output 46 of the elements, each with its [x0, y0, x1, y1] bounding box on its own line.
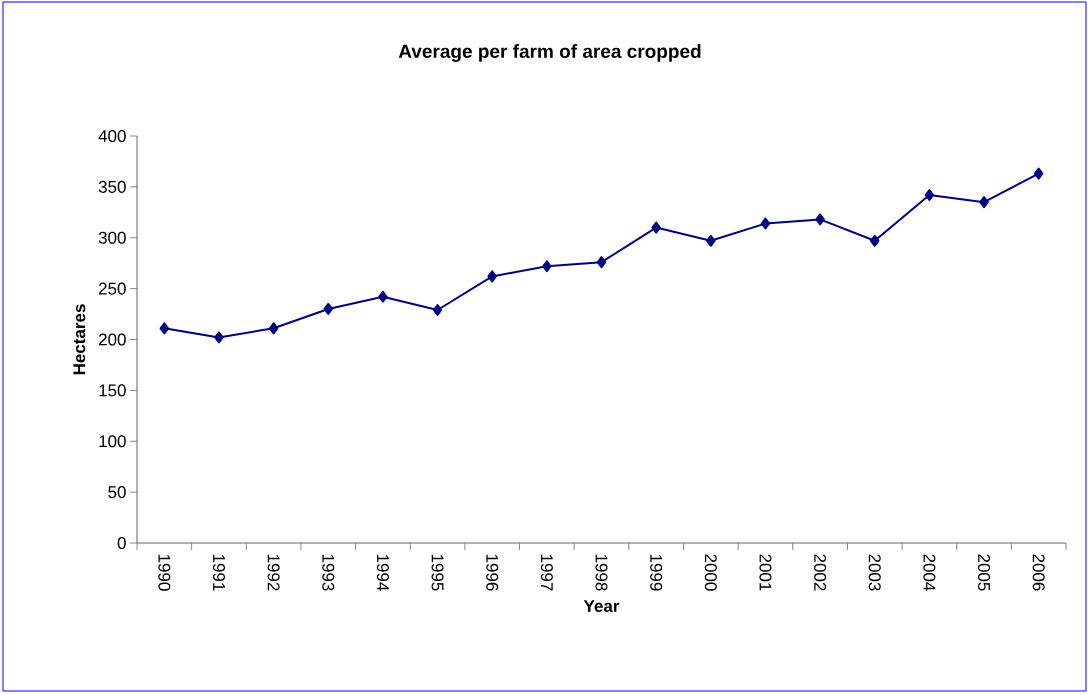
point [651, 221, 661, 234]
point [159, 322, 170, 335]
y-tick-label: 350 [98, 180, 126, 193]
y-tick-label: 50 [108, 486, 126, 499]
x-tick-label: 1990 [158, 554, 171, 591]
x-tick-label: 1997 [540, 554, 553, 591]
point [596, 256, 607, 269]
x-tick-label: 2002 [814, 554, 827, 591]
y-tick-label: 300 [98, 231, 126, 244]
x-tick-label: 2005 [978, 554, 991, 591]
chart-title: Average per farm of area cropped [398, 44, 701, 62]
point [1033, 167, 1044, 180]
point [706, 234, 716, 247]
point [323, 302, 334, 315]
x-tick-label: 1999 [650, 554, 663, 591]
x-tick-label: 1991 [212, 554, 225, 591]
x-tick-label: 1996 [486, 554, 499, 591]
point [432, 303, 443, 316]
x-tick-label: 2006 [1032, 554, 1045, 591]
x-tick-label: 1993 [322, 554, 335, 591]
x-tick-label: 1994 [376, 554, 389, 591]
point [815, 213, 825, 226]
point [378, 290, 388, 303]
y-tick-label: 100 [99, 435, 126, 448]
point [760, 217, 771, 230]
point [924, 189, 935, 202]
y-axis-title: Hectares [73, 304, 86, 375]
point [214, 331, 224, 344]
x-tick-label: 2000 [704, 554, 717, 591]
y-tick-label: 250 [98, 282, 126, 295]
x-tick-label: 1998 [595, 554, 608, 591]
point [542, 260, 552, 273]
point [268, 322, 279, 335]
point [487, 270, 497, 283]
y-tick-label: 200 [98, 333, 126, 346]
point [870, 234, 880, 247]
x-tick-label: 2004 [923, 554, 936, 591]
x-tick-label: 2003 [868, 554, 881, 591]
x-tick-label: 1995 [431, 554, 444, 591]
y-tick-label: 150 [99, 384, 126, 397]
y-tick-label: 0 [117, 536, 126, 550]
point [979, 196, 989, 209]
y-tick-label: 400 [98, 129, 126, 143]
x-tick-label: 2001 [759, 554, 772, 591]
x-axis-title: Year [583, 600, 620, 613]
x-tick-label: 1992 [267, 554, 280, 591]
